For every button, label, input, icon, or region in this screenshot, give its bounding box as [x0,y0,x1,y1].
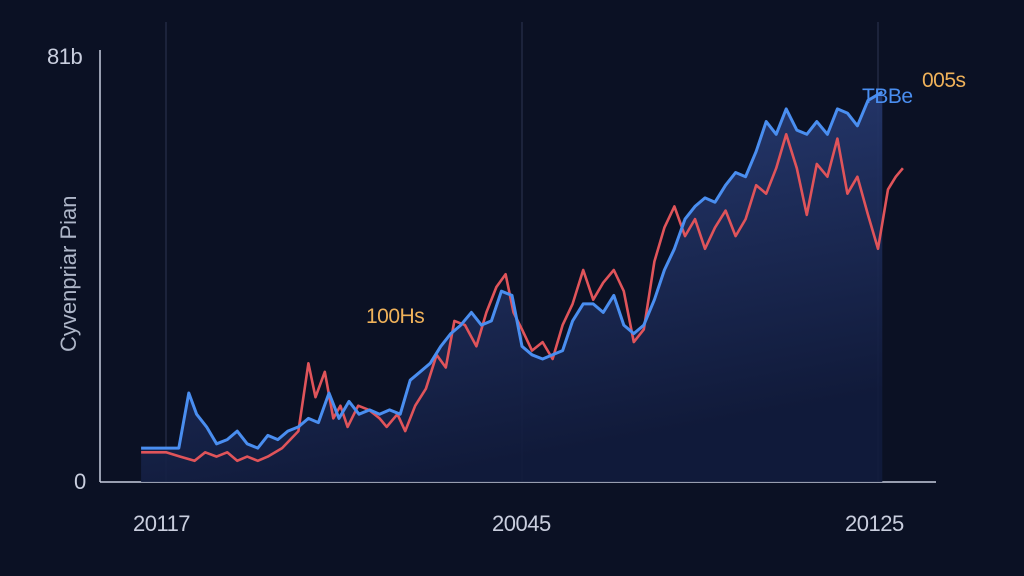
series-line-blue [141,90,884,450]
y-tick-label-top: 81b [47,44,83,69]
y-axis-label: Cyvenpriar Pian [56,195,81,352]
x-tick-label-end: 20125 [845,511,904,536]
annotation-blue-right: TBBe [862,85,913,108]
y-tick-label-zero: 0 [74,469,86,494]
x-tick-label-start: 20117 [133,511,191,536]
annotation-orange-right: 005s [922,69,966,92]
series-line-red [141,133,904,463]
annotation-orange-mid: 100Hs [366,305,425,328]
series-area-fill [141,91,883,483]
x-tick-label-mid: 20045 [492,511,551,536]
